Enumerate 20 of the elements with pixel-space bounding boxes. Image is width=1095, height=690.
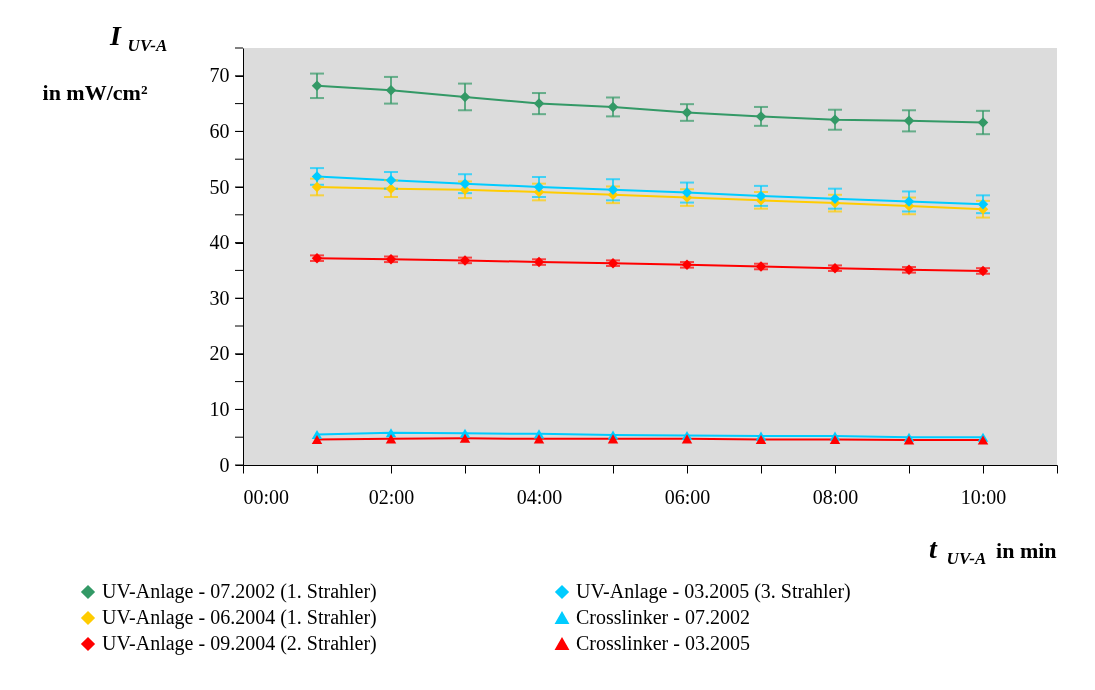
x-tick-label: 04:00 [516, 485, 563, 508]
legend-label: UV-Anlage - 09.2004 (2. Strahler) [102, 632, 377, 655]
y-tick-label: 30 [209, 286, 230, 309]
legend-label: Crosslinker - 03.2005 [576, 632, 750, 654]
x-tick-label: 02:00 [368, 485, 415, 508]
legend-label: Crosslinker - 07.2002 [576, 606, 750, 628]
y-tick-label: 20 [209, 342, 230, 365]
legend-label: UV-Anlage - 06.2004 (1. Strahler) [102, 606, 377, 629]
legend-label: UV-Anlage - 03.2005 (3. Strahler) [576, 580, 851, 603]
legend-label: UV-Anlage - 07.2002 (1. Strahler) [102, 580, 377, 603]
y-tick-label: 0 [219, 453, 230, 476]
x-tick-label: 10:00 [960, 485, 1007, 508]
y-tick-label: 50 [209, 175, 230, 198]
x-tick-label: 06:00 [664, 485, 711, 508]
x-tick-label: 00:00 [243, 485, 290, 508]
y-tick-label: 10 [209, 397, 230, 420]
y-tick-label: 40 [209, 231, 230, 254]
y-tick-label: 60 [209, 119, 230, 142]
x-tick-label: 08:00 [812, 485, 859, 508]
y-tick-label: 70 [209, 64, 230, 87]
